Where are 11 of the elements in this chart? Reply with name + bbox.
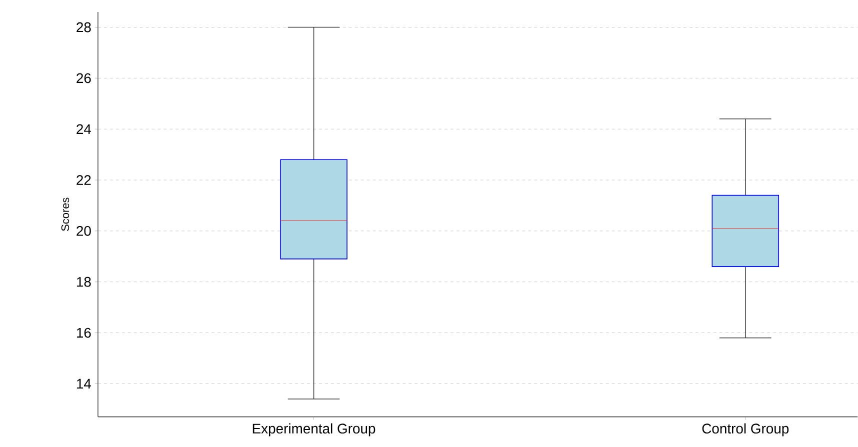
y-tick-label: 18 [76, 277, 91, 287]
y-tick-label: 24 [76, 124, 92, 134]
x-tick-label: Experimental Group [252, 423, 376, 436]
x-tick-label: Control Group [702, 423, 789, 436]
y-tick-label: 16 [76, 328, 91, 338]
y-tick-label: 28 [76, 22, 91, 32]
y-tick-label: 14 [76, 379, 92, 389]
y-tick-label: 26 [76, 73, 91, 84]
y-axis-title: Scores [61, 198, 70, 232]
y-tick-label: 20 [76, 226, 91, 236]
y-tick-label: 22 [76, 175, 91, 185]
